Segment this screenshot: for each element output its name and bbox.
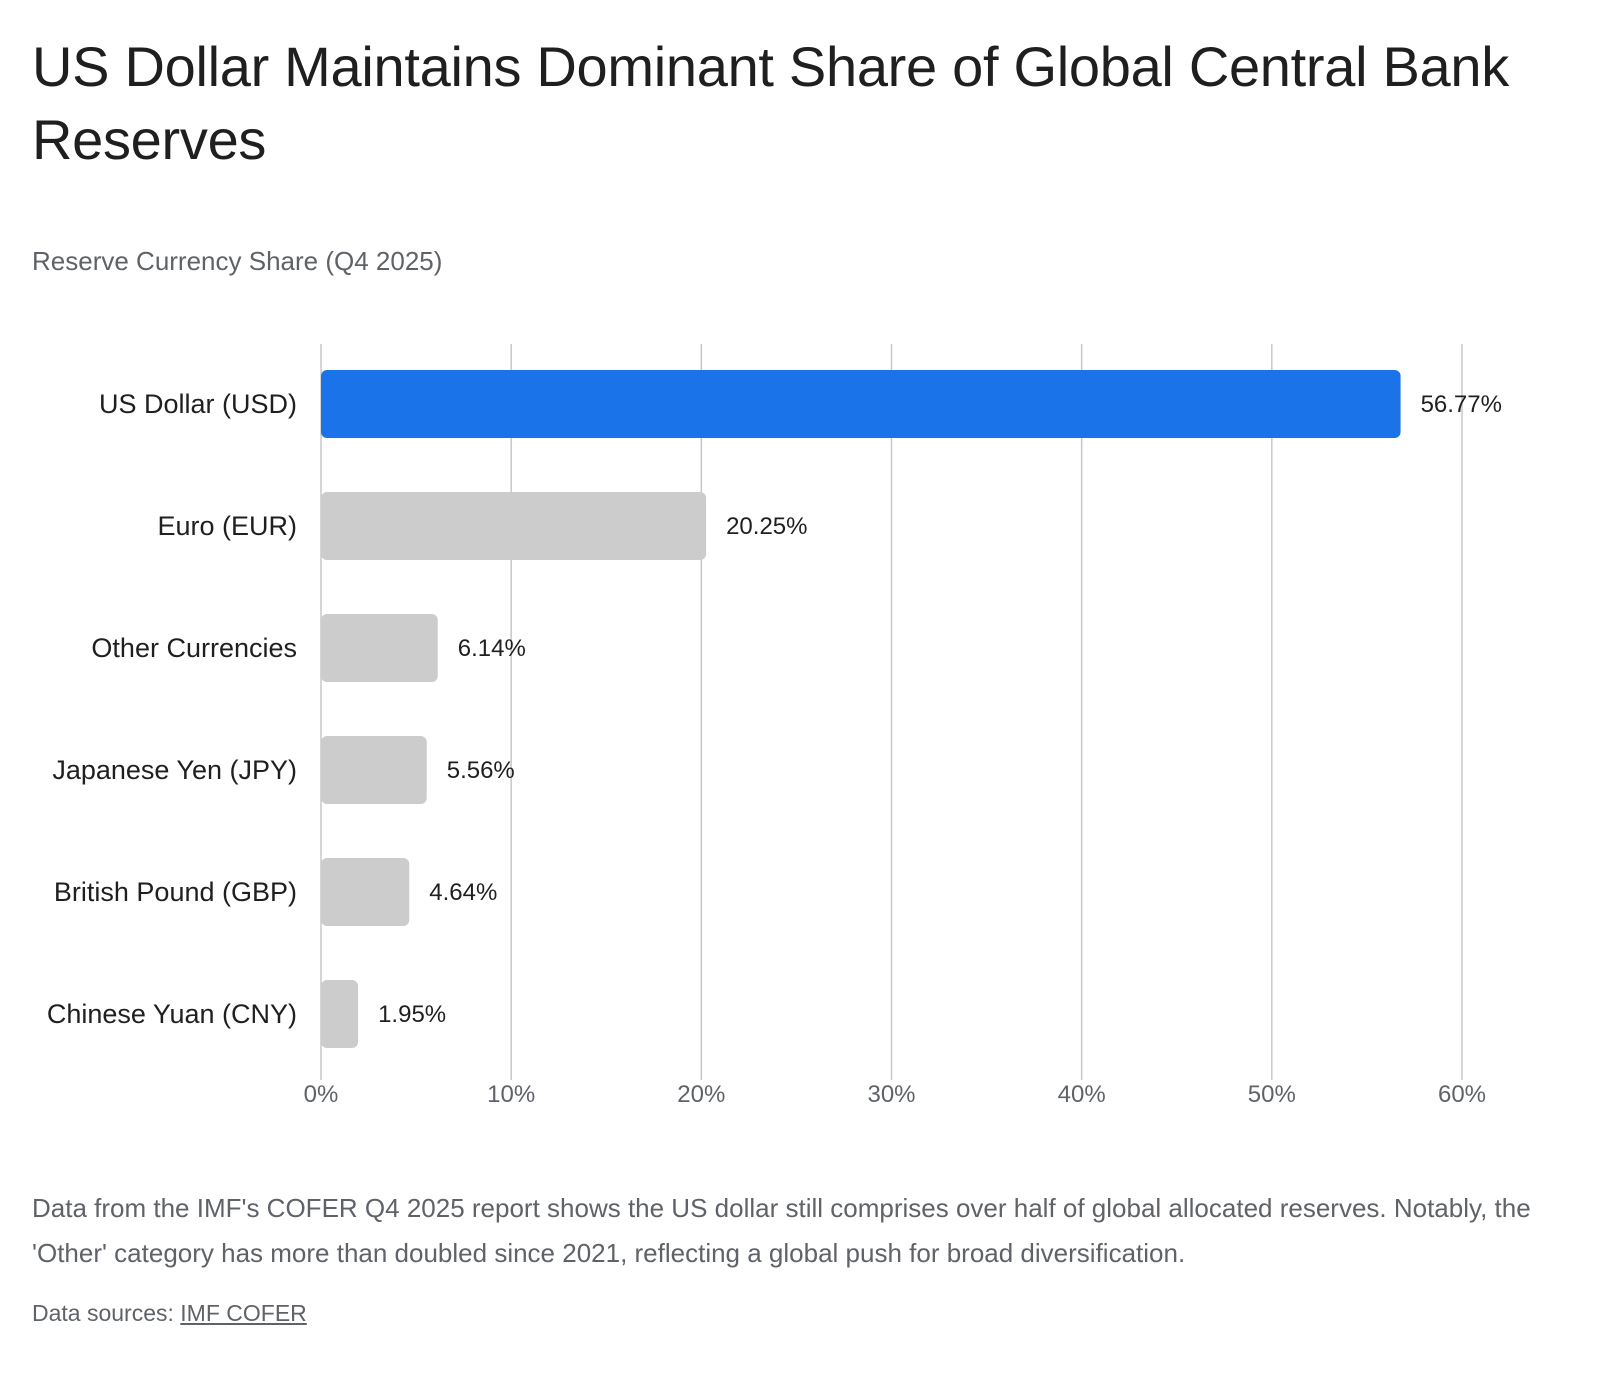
bar [321,736,427,804]
category-label: Euro (EUR) [157,511,297,541]
chart-caption: Data from the IMF's COFER Q4 2025 report… [32,1193,1531,1268]
data-sources: Data sources: IMF COFER [32,1300,307,1327]
bar-chart: 0% 10% 20% 30% 40% 50% 60% US Dollar (USD) 56.77… [47,344,1502,1108]
bar [321,614,438,682]
x-tick-label: 10% [487,1081,535,1108]
x-tick-label: 60% [1438,1081,1486,1108]
page-title: US Dollar Maintains Dominant Share of Gl… [32,35,1509,171]
value-label: 5.56% [447,757,515,784]
category-label: Chinese Yuan (CNY) [47,999,297,1029]
value-label: 4.64% [429,879,497,906]
value-label: 20.25% [726,513,807,540]
category-label: Other Currencies [91,633,297,663]
imf-cofer-link[interactable]: IMF COFER [180,1300,307,1326]
category-label: Japanese Yen (JPY) [52,755,297,785]
category-label: British Pound (GBP) [54,877,297,907]
x-tick-label: 30% [867,1081,915,1108]
x-tick-label: 0% [304,1081,339,1108]
chart-subtitle: Reserve Currency Share (Q4 2025) [32,246,443,276]
category-label: US Dollar (USD) [99,389,297,419]
bar [321,370,1401,438]
bar [321,858,410,926]
bar [321,492,707,560]
value-label: 6.14% [458,635,526,662]
sources-label: Data sources: [32,1300,174,1326]
x-tick-label: 40% [1058,1081,1106,1108]
x-tick-label: 20% [677,1081,725,1108]
value-label: 56.77% [1421,391,1502,418]
value-label: 1.95% [378,1001,446,1028]
bar [321,980,359,1048]
x-tick-label: 50% [1248,1081,1296,1108]
